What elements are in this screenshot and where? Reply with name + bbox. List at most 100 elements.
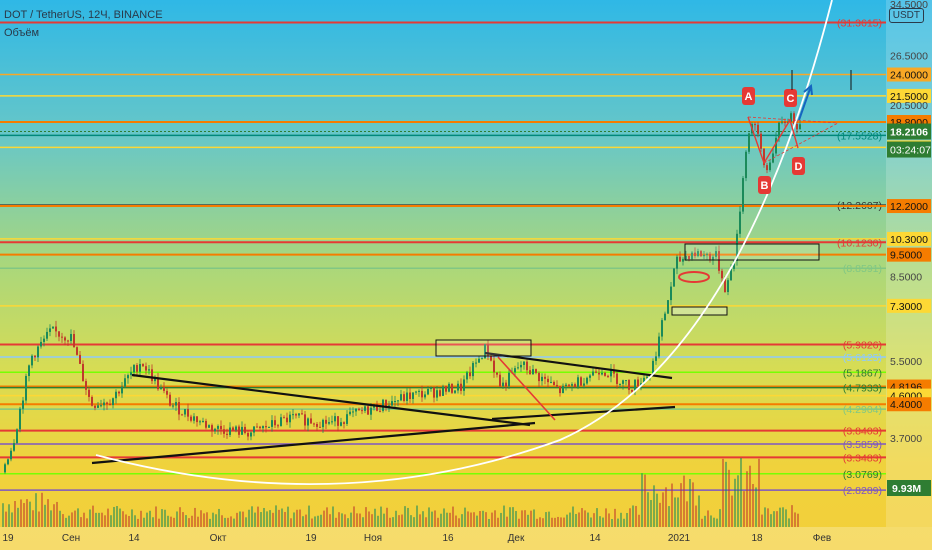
candle-body (274, 420, 276, 426)
target-arrow (798, 85, 812, 121)
candle-body (733, 260, 735, 269)
volume-bar (734, 478, 736, 527)
candle-body (550, 381, 552, 383)
volume-bar (584, 510, 586, 527)
candle-body (562, 385, 564, 394)
level-tag-bg (887, 247, 931, 262)
candle-body (502, 382, 504, 387)
volume-bar (329, 514, 331, 527)
candle-body (730, 268, 732, 281)
candle-body (724, 278, 726, 293)
volume-bar (581, 508, 583, 527)
volume-bar (203, 513, 205, 527)
candle-body (691, 252, 693, 260)
volume-bar (743, 491, 745, 527)
volume-bar (596, 508, 598, 527)
volume-bar (362, 517, 364, 527)
volume-bar (104, 515, 106, 527)
volume-bar (410, 515, 412, 527)
volume-bar (332, 506, 334, 527)
volume-bar (302, 516, 304, 527)
candle-body (520, 364, 522, 368)
volume-bar (146, 512, 148, 527)
volume-bar (17, 507, 19, 527)
candle-body (487, 344, 489, 357)
candle-body (163, 387, 165, 391)
volume-bar (275, 505, 277, 527)
trend-line (131, 373, 531, 427)
volume-bar (632, 505, 634, 527)
volume-bar (119, 508, 121, 527)
zone-box (435, 339, 532, 357)
candle-body (322, 419, 324, 428)
volume-bar (278, 509, 280, 527)
volume-bar (26, 499, 28, 527)
volume-bar (98, 512, 100, 527)
pattern-point-badge (758, 176, 771, 194)
level-tag-label: 4.4000 (890, 399, 922, 411)
candle-body (172, 405, 174, 407)
volume-bar (635, 505, 637, 527)
candle-body (283, 417, 285, 419)
volume-bar (239, 511, 241, 527)
candle-body (370, 407, 372, 415)
candle-body (367, 406, 369, 415)
candle-body (250, 432, 252, 437)
volume-bar (785, 509, 787, 527)
volume-bar (230, 516, 232, 527)
candle-body (190, 416, 192, 421)
candle-body (325, 419, 327, 424)
candle-body (682, 259, 684, 262)
axis-tick-label: 3.7000 (890, 433, 922, 445)
volume-bar (500, 512, 502, 527)
candle-body (256, 426, 258, 428)
volume-bar (674, 497, 676, 527)
candle-body (187, 409, 189, 417)
volume-bar (575, 513, 577, 527)
volume-bar (65, 517, 67, 527)
candle-body (790, 113, 792, 122)
candle-body (238, 426, 240, 435)
volume-bar (20, 499, 22, 527)
candle-body (646, 376, 648, 378)
volume-bar (698, 495, 700, 527)
volume-bar (101, 512, 103, 527)
candle-body (355, 408, 357, 412)
candle-body (319, 426, 321, 428)
candle-body (439, 390, 441, 396)
candle-body (295, 414, 297, 416)
volume-bar (50, 510, 52, 527)
candle-body (196, 416, 198, 423)
candle-body (715, 251, 717, 257)
candle-body (586, 377, 588, 384)
trend-line (91, 421, 536, 465)
level-label: (8.8591) (843, 263, 882, 275)
countdown-tag (887, 141, 931, 158)
volume-bar (467, 511, 469, 527)
abcd-dashed (747, 116, 839, 124)
volume-bar (215, 514, 217, 527)
volume-bar (542, 518, 544, 527)
candle-body (154, 377, 156, 382)
volume-bar (143, 517, 145, 527)
candle-body (133, 365, 135, 373)
candle-body (553, 381, 555, 385)
volume-bar (482, 510, 484, 527)
currency-badge[interactable]: USDT (888, 8, 924, 23)
pattern-point-label: A (745, 91, 753, 103)
candle-body (535, 369, 537, 373)
candle-body (613, 369, 615, 374)
candle-body (436, 390, 438, 398)
volume-bar (179, 507, 181, 527)
candle-body (652, 360, 654, 375)
candle-body (514, 368, 516, 373)
candle-body (106, 402, 108, 405)
candle-body (265, 426, 267, 428)
candle-body (349, 411, 351, 415)
volume-bar (506, 516, 508, 527)
volume-bar (80, 517, 82, 527)
volume-bar (623, 518, 625, 527)
candle-body (718, 251, 720, 271)
